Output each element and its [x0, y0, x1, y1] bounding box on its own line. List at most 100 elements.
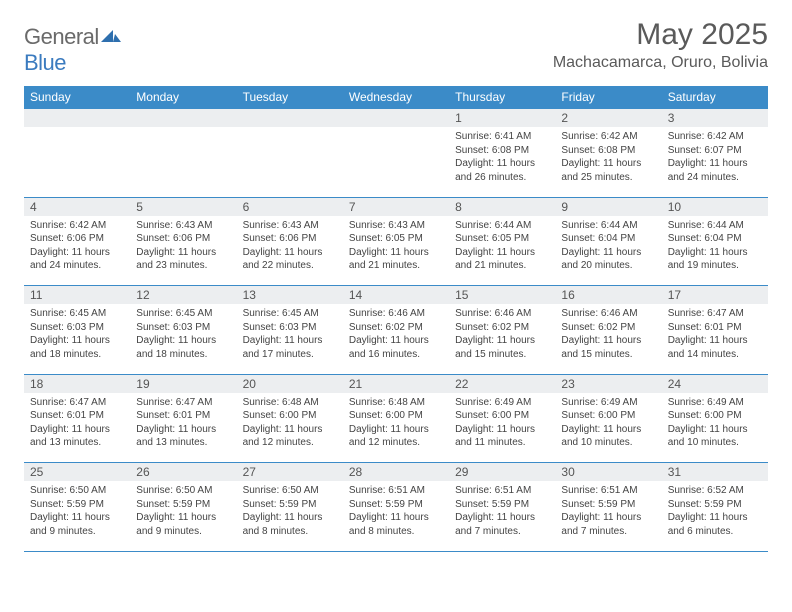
daylight-line: Daylight: 11 hours and 24 minutes. [668, 157, 762, 184]
day-content-cell: Sunrise: 6:49 AMSunset: 6:00 PMDaylight:… [555, 393, 661, 463]
day-number-cell: 27 [237, 463, 343, 482]
day-number-cell: 12 [130, 286, 236, 305]
daylight-line: Daylight: 11 hours and 21 minutes. [349, 246, 443, 273]
sunrise-line: Sunrise: 6:42 AM [561, 130, 655, 144]
sunset-line: Sunset: 6:03 PM [136, 321, 230, 335]
day-header: Saturday [662, 86, 768, 109]
day-number-cell: 14 [343, 286, 449, 305]
day-number-cell [237, 109, 343, 128]
sunset-line: Sunset: 6:06 PM [243, 232, 337, 246]
day-content-cell: Sunrise: 6:51 AMSunset: 5:59 PMDaylight:… [449, 481, 555, 551]
day-number-cell: 8 [449, 197, 555, 216]
daylight-line: Daylight: 11 hours and 16 minutes. [349, 334, 443, 361]
day-header: Sunday [24, 86, 130, 109]
day-content-cell [343, 127, 449, 197]
day-number-cell: 13 [237, 286, 343, 305]
day-content-cell: Sunrise: 6:43 AMSunset: 6:06 PMDaylight:… [237, 216, 343, 286]
day-content-cell: Sunrise: 6:44 AMSunset: 6:05 PMDaylight:… [449, 216, 555, 286]
day-content-cell: Sunrise: 6:48 AMSunset: 6:00 PMDaylight:… [237, 393, 343, 463]
sunrise-line: Sunrise: 6:51 AM [455, 484, 549, 498]
day-header: Friday [555, 86, 661, 109]
day-number-cell: 1 [449, 109, 555, 128]
sunset-line: Sunset: 6:02 PM [349, 321, 443, 335]
sunrise-line: Sunrise: 6:51 AM [349, 484, 443, 498]
sunrise-line: Sunrise: 6:43 AM [349, 219, 443, 233]
daylight-line: Daylight: 11 hours and 14 minutes. [668, 334, 762, 361]
daylight-line: Daylight: 11 hours and 21 minutes. [455, 246, 549, 273]
day-content-cell: Sunrise: 6:50 AMSunset: 5:59 PMDaylight:… [24, 481, 130, 551]
sunset-line: Sunset: 6:06 PM [30, 232, 124, 246]
sunset-line: Sunset: 6:05 PM [455, 232, 549, 246]
sunrise-line: Sunrise: 6:46 AM [561, 307, 655, 321]
month-title: May 2025 [553, 18, 768, 52]
sunrise-line: Sunrise: 6:42 AM [668, 130, 762, 144]
daylight-line: Daylight: 11 hours and 8 minutes. [349, 511, 443, 538]
daylight-line: Daylight: 11 hours and 7 minutes. [455, 511, 549, 538]
sunrise-line: Sunrise: 6:41 AM [455, 130, 549, 144]
day-number-row: 18192021222324 [24, 374, 768, 393]
day-content-cell: Sunrise: 6:44 AMSunset: 6:04 PMDaylight:… [555, 216, 661, 286]
day-header: Tuesday [237, 86, 343, 109]
sunset-line: Sunset: 6:02 PM [561, 321, 655, 335]
day-number-cell: 3 [662, 109, 768, 128]
sunrise-line: Sunrise: 6:44 AM [561, 219, 655, 233]
sunset-line: Sunset: 6:00 PM [243, 409, 337, 423]
daylight-line: Daylight: 11 hours and 9 minutes. [136, 511, 230, 538]
sunset-line: Sunset: 6:08 PM [455, 144, 549, 158]
sunrise-line: Sunrise: 6:45 AM [30, 307, 124, 321]
day-content-cell: Sunrise: 6:46 AMSunset: 6:02 PMDaylight:… [449, 304, 555, 374]
sunrise-line: Sunrise: 6:46 AM [455, 307, 549, 321]
day-content-cell: Sunrise: 6:45 AMSunset: 6:03 PMDaylight:… [237, 304, 343, 374]
day-number-cell: 5 [130, 197, 236, 216]
day-number-cell: 25 [24, 463, 130, 482]
day-content-cell [237, 127, 343, 197]
day-content-cell: Sunrise: 6:49 AMSunset: 6:00 PMDaylight:… [449, 393, 555, 463]
sunset-line: Sunset: 6:01 PM [30, 409, 124, 423]
day-number-cell: 10 [662, 197, 768, 216]
day-content-row: Sunrise: 6:42 AMSunset: 6:06 PMDaylight:… [24, 216, 768, 286]
sunrise-line: Sunrise: 6:47 AM [30, 396, 124, 410]
day-number-cell: 31 [662, 463, 768, 482]
sunrise-line: Sunrise: 6:49 AM [561, 396, 655, 410]
daylight-line: Daylight: 11 hours and 12 minutes. [243, 423, 337, 450]
day-number-cell: 18 [24, 374, 130, 393]
daylight-line: Daylight: 11 hours and 13 minutes. [136, 423, 230, 450]
day-number-cell: 22 [449, 374, 555, 393]
sunset-line: Sunset: 5:59 PM [136, 498, 230, 512]
sunset-line: Sunset: 6:04 PM [561, 232, 655, 246]
day-number-cell: 7 [343, 197, 449, 216]
day-number-cell: 29 [449, 463, 555, 482]
day-number-cell: 9 [555, 197, 661, 216]
sunset-line: Sunset: 6:04 PM [668, 232, 762, 246]
brand-text: GeneralBlue [24, 24, 121, 76]
day-number-cell: 20 [237, 374, 343, 393]
sunrise-line: Sunrise: 6:43 AM [243, 219, 337, 233]
sunset-line: Sunset: 6:01 PM [668, 321, 762, 335]
daylight-line: Daylight: 11 hours and 20 minutes. [561, 246, 655, 273]
daylight-line: Daylight: 11 hours and 15 minutes. [455, 334, 549, 361]
day-number-cell: 24 [662, 374, 768, 393]
sunrise-line: Sunrise: 6:50 AM [30, 484, 124, 498]
day-content-cell: Sunrise: 6:47 AMSunset: 6:01 PMDaylight:… [24, 393, 130, 463]
day-number-cell: 2 [555, 109, 661, 128]
day-content-cell: Sunrise: 6:41 AMSunset: 6:08 PMDaylight:… [449, 127, 555, 197]
daylight-line: Daylight: 11 hours and 22 minutes. [243, 246, 337, 273]
day-content-cell: Sunrise: 6:48 AMSunset: 6:00 PMDaylight:… [343, 393, 449, 463]
daylight-line: Daylight: 11 hours and 7 minutes. [561, 511, 655, 538]
sunset-line: Sunset: 6:01 PM [136, 409, 230, 423]
sunrise-line: Sunrise: 6:50 AM [243, 484, 337, 498]
sunrise-line: Sunrise: 6:45 AM [243, 307, 337, 321]
day-number-cell: 30 [555, 463, 661, 482]
day-content-cell: Sunrise: 6:51 AMSunset: 5:59 PMDaylight:… [555, 481, 661, 551]
sunrise-line: Sunrise: 6:45 AM [136, 307, 230, 321]
daylight-line: Daylight: 11 hours and 23 minutes. [136, 246, 230, 273]
day-content-cell: Sunrise: 6:51 AMSunset: 5:59 PMDaylight:… [343, 481, 449, 551]
daylight-line: Daylight: 11 hours and 18 minutes. [136, 334, 230, 361]
sunrise-line: Sunrise: 6:48 AM [349, 396, 443, 410]
sunset-line: Sunset: 5:59 PM [455, 498, 549, 512]
day-number-cell: 6 [237, 197, 343, 216]
day-number-row: 25262728293031 [24, 463, 768, 482]
day-number-cell [343, 109, 449, 128]
day-number-cell: 17 [662, 286, 768, 305]
day-content-cell: Sunrise: 6:42 AMSunset: 6:07 PMDaylight:… [662, 127, 768, 197]
